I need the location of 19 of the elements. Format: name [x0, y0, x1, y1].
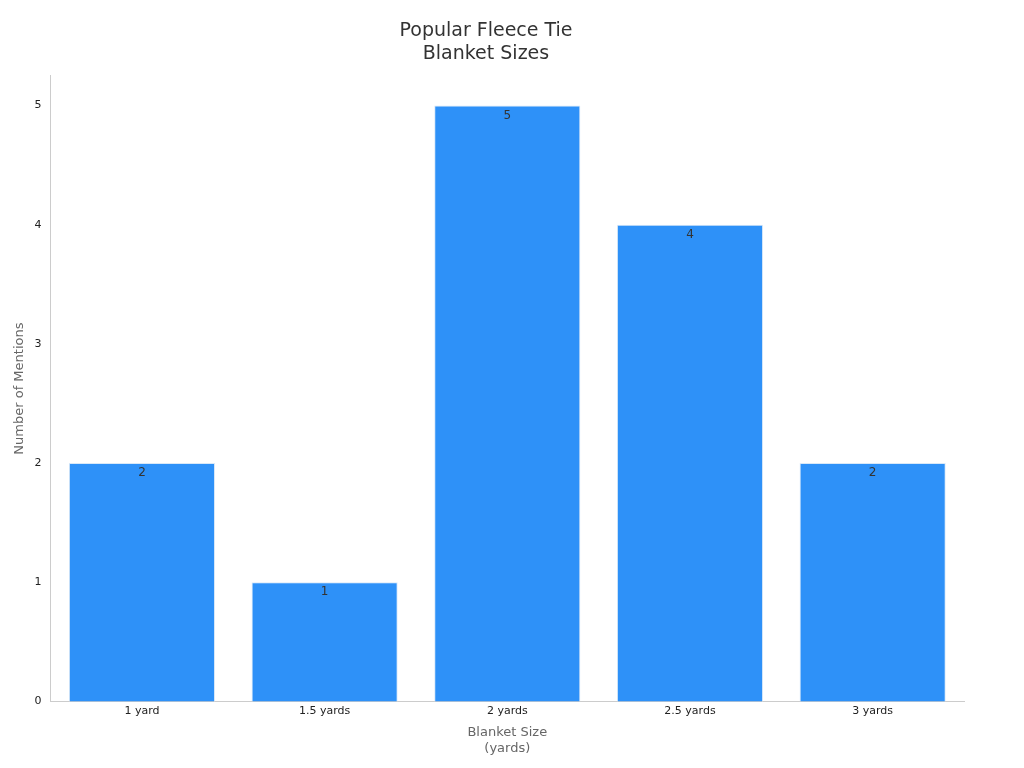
y-axis-title: Number of Mentions: [11, 322, 27, 455]
x-tick-label: 2 yards: [486, 704, 528, 718]
x-tick-label: 3 yards: [852, 704, 894, 718]
y-tick-label: 5: [34, 98, 42, 112]
y-tick-label: 3: [34, 336, 42, 350]
y-tick-label: 2: [34, 455, 42, 469]
y-tick-label: 4: [34, 217, 42, 231]
data-label: 2: [138, 465, 146, 480]
x-tick-label: 2.5 yards: [664, 704, 716, 718]
chart-title: Popular Fleece Tie Blanket Sizes: [399, 18, 573, 64]
y-tick-label: 1: [34, 575, 42, 589]
data-label: 5: [503, 107, 512, 122]
data-label: 1: [320, 584, 329, 599]
x-axis-title: Blanket Size (yards): [467, 723, 548, 755]
x-tick-label: 1.5 yards: [298, 704, 351, 718]
x-tick-label: 1 yard: [124, 704, 160, 718]
data-label: 4: [686, 226, 694, 241]
data-label: 2: [868, 465, 877, 480]
y-tick-label: 0: [34, 694, 42, 708]
